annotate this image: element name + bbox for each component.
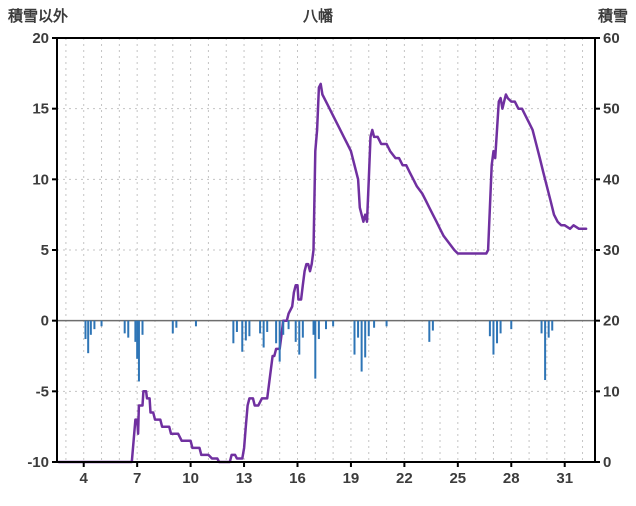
precip-bar <box>492 320 495 355</box>
precip-bar <box>136 320 139 359</box>
precip-bar <box>332 320 335 327</box>
left-tick-label: 15 <box>32 101 49 118</box>
precip-bar <box>278 320 281 362</box>
precip-bar <box>171 320 174 334</box>
x-tick-label: 7 <box>133 470 141 487</box>
precip-bar <box>353 320 356 355</box>
left-tick-label: 10 <box>32 171 49 188</box>
precip-bar <box>544 320 547 381</box>
precip-bar <box>431 320 434 331</box>
x-tick-label: 4 <box>80 470 89 487</box>
precip-bar <box>282 320 285 335</box>
precip-bar <box>314 320 317 379</box>
x-tick-label: 10 <box>182 470 199 487</box>
x-tick-label: 19 <box>343 470 360 487</box>
precip-bar <box>364 320 367 358</box>
precip-bar <box>175 320 178 328</box>
precip-bar <box>100 320 103 327</box>
precip-bar <box>510 320 513 330</box>
precip-bar <box>294 320 297 342</box>
x-tick-label: 31 <box>556 470 573 487</box>
precip-bar <box>540 320 543 334</box>
x-tick-label: 28 <box>503 470 520 487</box>
precip-bar <box>357 320 360 338</box>
precip-bar <box>360 320 363 372</box>
left-axis-title: 積雪以外 <box>7 7 68 25</box>
snow-depth-line <box>57 82 588 464</box>
precip-bar <box>241 320 244 352</box>
right-tick-label: 20 <box>603 313 620 330</box>
left-tick-label: -5 <box>36 383 49 400</box>
precip-bar <box>312 320 315 335</box>
precip-bar <box>194 320 197 327</box>
precip-bar <box>428 320 431 342</box>
precip-bar <box>244 320 247 341</box>
precip-bar <box>259 320 262 334</box>
precip-bar <box>141 320 144 335</box>
precip-bar <box>317 320 320 340</box>
precip-bar <box>298 320 301 355</box>
right-tick-label: 40 <box>603 171 620 188</box>
grid-layer <box>57 38 595 462</box>
x-tick-label: 25 <box>449 470 466 487</box>
right-tick-label: 60 <box>603 30 620 47</box>
precip-bar <box>496 320 499 344</box>
precip-bar <box>488 320 491 337</box>
right-tick-label: 0 <box>603 454 611 471</box>
precip-bar <box>123 320 126 334</box>
axis-layer: 4 7 10 13 16 19 22 25 28 3120151050-5-10605040302… <box>27 30 619 487</box>
x-tick-label: 16 <box>289 470 306 487</box>
plot-frame <box>56 37 596 463</box>
precip-bar <box>93 320 96 330</box>
precip-bar <box>325 320 327 330</box>
precip-bar <box>235 320 238 332</box>
left-tick-label: 0 <box>41 313 49 330</box>
precip-bar <box>373 320 376 328</box>
precip-bar <box>232 320 235 344</box>
precip-bar <box>385 320 388 327</box>
precip-bar <box>248 320 251 337</box>
left-tick-label: 5 <box>41 242 49 259</box>
precip-bar <box>275 320 278 344</box>
right-axis-title: 積雪 <box>597 7 628 25</box>
precip-bar <box>301 320 304 338</box>
right-tick-label: 10 <box>603 383 620 400</box>
right-tick-label: 30 <box>603 242 620 259</box>
chart-title: 八幡 <box>302 7 334 25</box>
precip-bar <box>137 320 140 382</box>
precip-bar <box>87 320 90 354</box>
precip-bar <box>134 320 137 342</box>
series-layer <box>57 82 588 464</box>
left-tick-label: -10 <box>27 454 49 471</box>
precip-bar <box>127 320 130 338</box>
right-tick-label: 50 <box>603 101 620 118</box>
precip-bar <box>84 320 87 340</box>
precip-bar <box>551 320 554 331</box>
left-tick-label: 20 <box>32 30 49 47</box>
precip-bar <box>262 320 265 348</box>
precip-bar <box>547 320 550 338</box>
precip-bar <box>287 320 290 330</box>
x-tick-label: 22 <box>396 470 413 487</box>
x-tick-label: 13 <box>236 470 253 487</box>
precip-bar <box>89 320 92 335</box>
precip-bar <box>499 320 502 334</box>
precip-bar <box>367 320 370 337</box>
precip-bar <box>266 320 269 332</box>
